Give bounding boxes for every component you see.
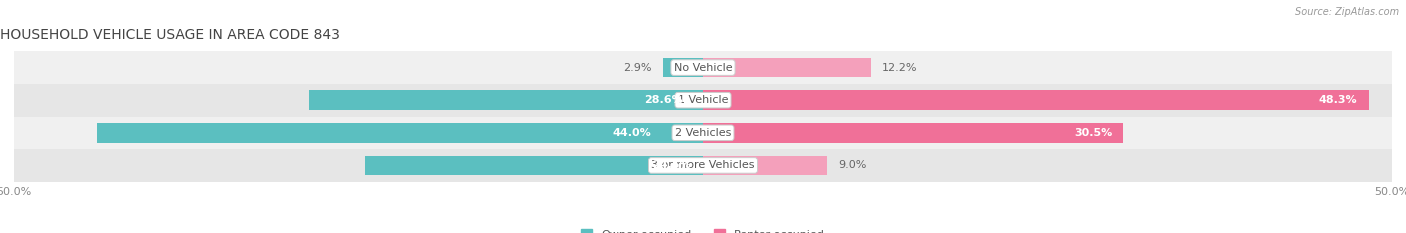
Text: 30.5%: 30.5% [1074,128,1112,138]
Legend: Owner-occupied, Renter-occupied: Owner-occupied, Renter-occupied [576,225,830,233]
Bar [703,123,1123,143]
Bar [14,84,1392,116]
Text: 2.9%: 2.9% [623,63,652,72]
Text: 44.0%: 44.0% [612,128,651,138]
Bar [14,149,1392,182]
Text: Source: ZipAtlas.com: Source: ZipAtlas.com [1295,7,1399,17]
Text: 1 Vehicle: 1 Vehicle [678,95,728,105]
Text: 9.0%: 9.0% [838,161,866,170]
Text: 28.6%: 28.6% [644,95,683,105]
Text: 2 Vehicles: 2 Vehicles [675,128,731,138]
Text: 24.5%: 24.5% [652,161,690,170]
Text: No Vehicle: No Vehicle [673,63,733,72]
Bar [14,51,1392,84]
Text: 12.2%: 12.2% [882,63,918,72]
Bar [366,156,703,175]
Text: 3 or more Vehicles: 3 or more Vehicles [651,161,755,170]
Bar [97,123,703,143]
Bar [703,156,827,175]
Bar [703,90,1368,110]
Bar [309,90,703,110]
Bar [664,58,703,77]
Bar [703,58,872,77]
Text: HOUSEHOLD VEHICLE USAGE IN AREA CODE 843: HOUSEHOLD VEHICLE USAGE IN AREA CODE 843 [0,28,340,42]
Bar [14,116,1392,149]
Text: 48.3%: 48.3% [1319,95,1358,105]
